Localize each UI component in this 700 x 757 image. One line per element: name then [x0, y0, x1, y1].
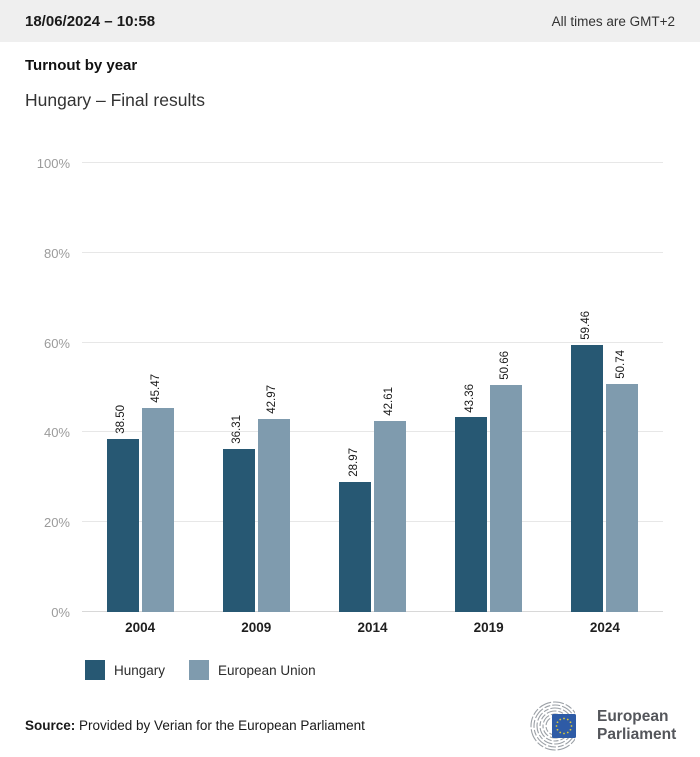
ytick-0%: 0%	[51, 605, 70, 620]
y-axis-ticks: 0% 20% 40% 60% 80% 100%	[0, 156, 70, 620]
ytick-60%: 60%	[43, 335, 70, 351]
ep-logo-text: European Parliament	[597, 708, 676, 744]
eu-flag-icon	[552, 714, 576, 738]
ep-hemicycle-icon	[530, 699, 588, 753]
bar-hungary-2024[interactable]	[571, 345, 604, 612]
european-parliament-logo: European Parliament	[519, 699, 676, 753]
gridline-80%	[82, 251, 663, 253]
header-datetime: 18/06/2024 – 10:58	[25, 12, 156, 30]
gridline-100%	[82, 162, 663, 163]
gridline-40%	[82, 431, 663, 433]
legend-item-european-union[interactable]: European Union	[189, 660, 316, 680]
xtick-2004: 2004	[125, 620, 156, 635]
bar-chart-plot-area: 38.50 45.47 36.31 42.97 28.97 42.61 43.36 50.66…	[82, 162, 663, 612]
source-label: Source:	[25, 718, 76, 733]
bar-european-union-2019[interactable]	[490, 384, 523, 612]
xtick-2019: 2019	[473, 620, 504, 635]
source-note: Source: Provided by Verian for the Europ…	[25, 718, 365, 733]
legend-swatch-hungary	[85, 660, 105, 680]
legend-swatch-european-union	[189, 660, 210, 680]
header-timezone-note: All times are GMT+2	[551, 13, 675, 29]
value-label-european-union-2014: 42.61	[382, 386, 395, 416]
value-label-european-union-2024: 50.74	[614, 350, 627, 380]
ep-logo-line1: European	[597, 708, 669, 726]
chart-legend: Hungary European Union	[85, 660, 316, 680]
ytick-40%: 40%	[43, 425, 70, 441]
bar-hungary-2014[interactable]	[339, 481, 371, 612]
gridline-0%	[82, 611, 663, 612]
bar-hungary-2019[interactable]	[455, 417, 488, 612]
bar-hungary-2009[interactable]	[222, 448, 255, 612]
bar-hungary-2004[interactable]	[106, 439, 139, 612]
gridline-60%	[82, 341, 663, 343]
bar-european-union-2009[interactable]	[257, 419, 290, 612]
legend-label-european-union: European Union	[218, 662, 316, 678]
source-text: Provided by Verian for the European Parl…	[75, 718, 365, 733]
legend-item-hungary[interactable]: Hungary	[85, 660, 165, 680]
bar-european-union-2024[interactable]	[606, 384, 639, 612]
bar-european-union-2004[interactable]	[141, 407, 174, 612]
value-label-hungary-2004: 38.50	[115, 405, 128, 435]
ytick-80%: 80%	[43, 245, 70, 261]
legend-label-hungary: Hungary	[114, 662, 166, 678]
xtick-2014: 2014	[357, 620, 388, 635]
value-label-hungary-2014: 28.97	[347, 448, 360, 477]
ytick-20%: 20%	[43, 515, 70, 531]
xtick-2009: 2009	[241, 620, 272, 635]
ep-logo-line2: Parliament	[597, 726, 677, 743]
bar-european-union-2014[interactable]	[374, 420, 406, 612]
eu-stars-icon	[555, 717, 573, 735]
value-label-european-union-2004: 45.47	[150, 374, 163, 403]
value-label-hungary-2019: 43.36	[463, 383, 476, 413]
value-label-european-union-2019: 50.66	[498, 350, 511, 380]
x-axis-labels: 2004 2009 2014 2019 2024	[82, 620, 663, 640]
page-title: Turnout by year	[25, 57, 138, 74]
ytick-100%: 100%	[36, 156, 70, 171]
xtick-2024: 2024	[589, 620, 620, 635]
value-label-hungary-2009: 36.31	[231, 415, 244, 444]
header-bar: 18/06/2024 – 10:58 All times are GMT+2	[0, 0, 700, 42]
page-subtitle: Hungary – Final results	[25, 90, 205, 110]
value-label-hungary-2024: 59.46	[579, 311, 592, 341]
value-label-european-union-2009: 42.97	[266, 385, 279, 415]
gridline-20%	[82, 521, 663, 523]
